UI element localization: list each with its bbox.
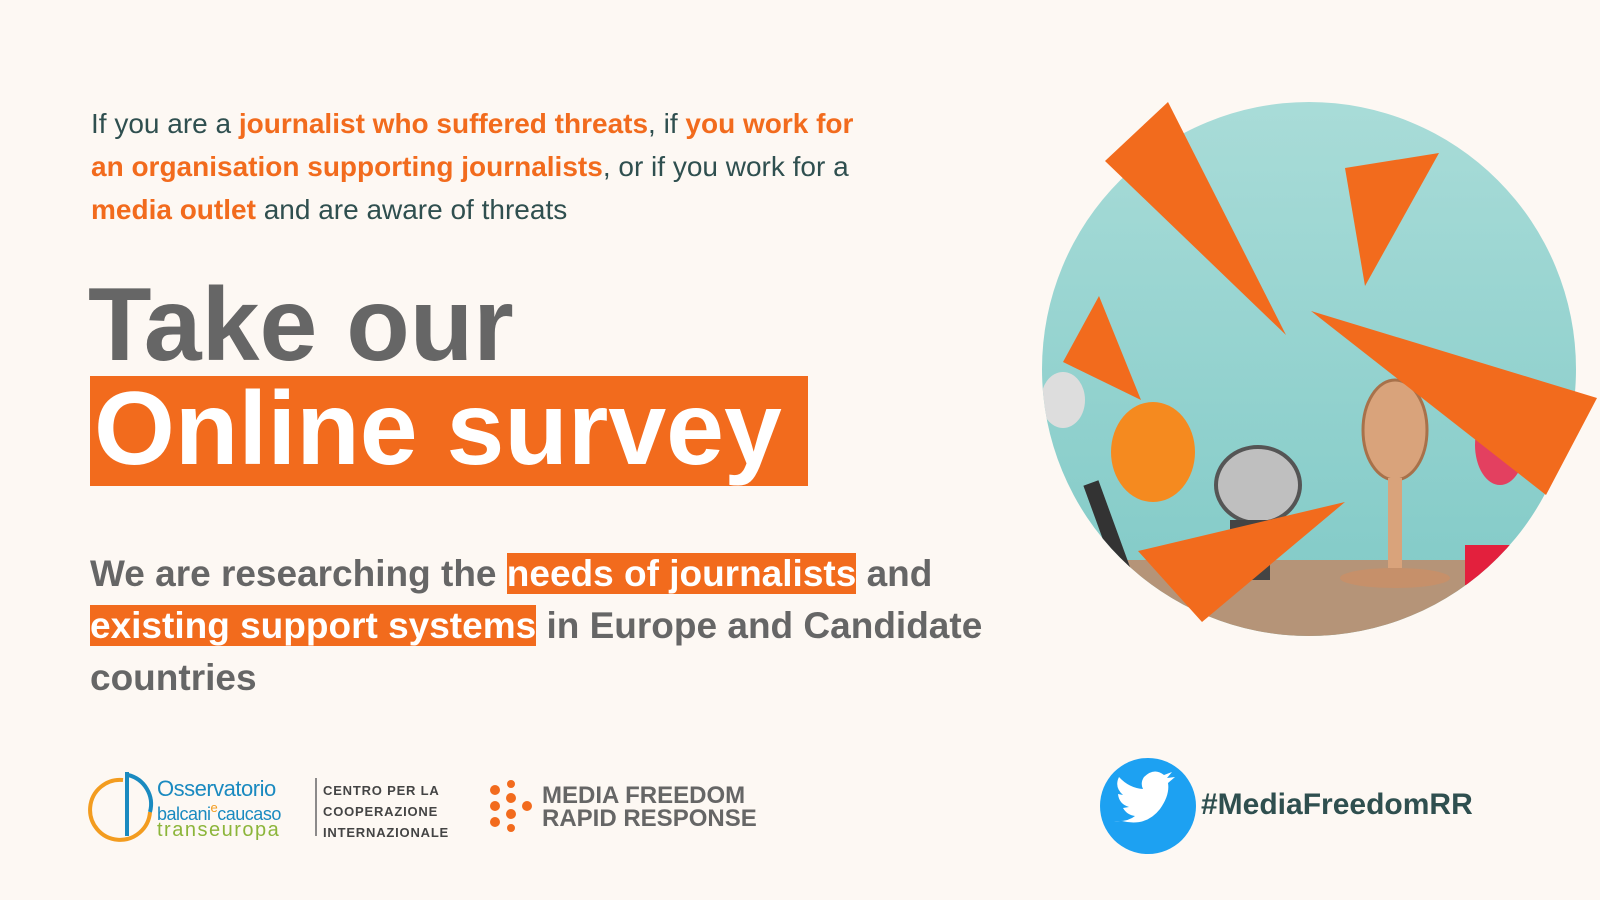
text-line: existing support systems in Europe and C… <box>90 600 982 652</box>
intro-text: If you are a journalist who suffered thr… <box>91 102 853 231</box>
text-segment: and are aware of threats <box>255 194 568 225</box>
cci-text: CENTRO PER LA COOPERAZIONE INTERNAZIONALE <box>323 780 449 843</box>
twitter-bird <box>1114 771 1175 823</box>
mfrr-line: MEDIA FREEDOM <box>542 782 746 809</box>
decor-triangles <box>1063 102 1597 622</box>
obc-caucaso: caucaso <box>217 804 281 824</box>
photo <box>1042 102 1576 636</box>
text-segment: , if <box>648 108 686 139</box>
text-line: media outlet and are aware of threats <box>91 188 853 231</box>
text-segment: If you are a <box>91 108 239 139</box>
text-segment: and <box>856 553 933 594</box>
headline: Take our <box>88 267 514 383</box>
highlight-text: you work for <box>685 108 854 139</box>
mfrr-text: MEDIA FREEDOM RAPID RESPONSE <box>542 782 757 832</box>
twitter-icon <box>1100 758 1196 854</box>
obc-transeuropa: transeuropa <box>157 819 281 841</box>
cci-line: COOPERAZIONE <box>323 804 439 819</box>
obc-logo-icon <box>88 772 154 842</box>
text-line: We are researching the needs of journali… <box>90 548 982 600</box>
highlight-text: needs of journalists <box>506 553 857 594</box>
text-segment: countries <box>90 657 257 698</box>
text-line: an organisation supporting journalists, … <box>91 145 853 188</box>
obc-line2: balcaniecaucaso <box>157 800 281 825</box>
text-line: If you are a journalist who suffered thr… <box>91 102 853 145</box>
highlight-text: an organisation supporting journalists <box>91 151 603 182</box>
text-line: countries <box>90 652 982 704</box>
obc-name: Osservatorio <box>157 776 276 801</box>
mfrr-logo-icon <box>490 780 532 832</box>
body-text: We are researching the needs of journali… <box>90 548 982 704</box>
text-segment: in Europe and Candidate <box>536 605 983 646</box>
obc-balcani: balcani <box>157 804 211 824</box>
highlight-text: journalist who suffered threats <box>238 108 649 139</box>
text-segment: , or if you work for a <box>602 151 849 182</box>
obc-e: e <box>210 800 218 815</box>
mfrr-line: RAPID RESPONSE <box>542 805 757 832</box>
headline-highlight: Online survey <box>90 376 808 486</box>
highlight-text: media outlet <box>91 194 256 225</box>
cci-line: CENTRO PER LA <box>323 783 440 798</box>
cci-line: INTERNAZIONALE <box>323 825 450 840</box>
highlight-text: existing support systems <box>90 605 537 646</box>
text-segment: We are researching the <box>90 553 507 594</box>
hashtag[interactable]: #MediaFreedomRR <box>1201 788 1473 821</box>
